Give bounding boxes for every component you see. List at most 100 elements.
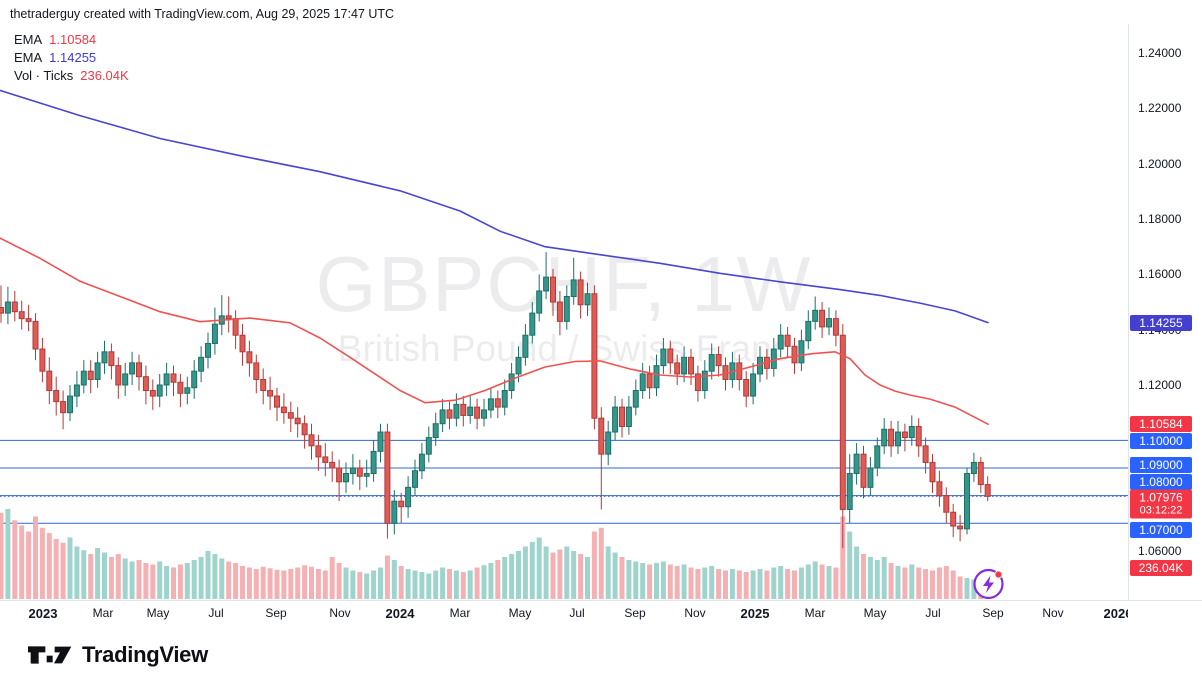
candle-body [246, 351, 253, 364]
candle-body [908, 425, 915, 439]
volume-bar [557, 549, 563, 599]
candle-body [895, 431, 901, 447]
spark-button[interactable] [972, 567, 1006, 601]
tradingview-logo[interactable]: TradingView [28, 642, 208, 668]
candle-body [191, 370, 198, 389]
candle-body [267, 390, 274, 397]
tradingview-logo-icon [28, 646, 72, 664]
volume-bar [778, 566, 784, 599]
volume-bar [867, 557, 873, 599]
candle-body [770, 348, 777, 369]
candle-body [522, 334, 529, 358]
candle-body [936, 481, 943, 497]
volume-bar [909, 564, 915, 599]
tradingview-logo-text: TradingView [82, 642, 208, 667]
candle-body [87, 370, 94, 380]
volume-bar [350, 570, 356, 599]
time-tick-label: 2026 [1103, 606, 1128, 621]
candle-body [377, 431, 384, 452]
volume-bar [957, 576, 963, 599]
candle-body [943, 495, 950, 513]
volume-bar [771, 567, 777, 599]
candle-body [301, 423, 308, 436]
candle-body [950, 511, 957, 527]
volume-bar [67, 537, 73, 599]
time-axis[interactable]: 2023 Mar May Jul Sep Nov 2024 Mar May Jul Sep Nov 20… [0, 600, 1128, 630]
candle-body [280, 406, 287, 414]
volume-bar [826, 566, 832, 599]
time-tick-label: Nov [1042, 606, 1064, 620]
volume-bar [792, 570, 797, 599]
volume-bar [674, 566, 680, 599]
candle-body [343, 473, 349, 483]
candle-body [750, 373, 757, 397]
hline-price-label: 1.10000 [1130, 433, 1192, 449]
time-tick-label: Mar [449, 606, 471, 620]
candle-body [839, 334, 846, 510]
ema-fast-price-label: 1.10584 [1130, 416, 1192, 432]
volume-bar [357, 572, 363, 599]
candle-body [867, 467, 874, 488]
candle-body [136, 362, 142, 378]
candle-body [467, 406, 474, 416]
notification-dot-icon [994, 570, 1003, 579]
volume-bar [936, 567, 942, 599]
candle-body [508, 373, 515, 392]
candle-body [536, 290, 543, 314]
time-tick-label: May [146, 606, 170, 620]
time-tick-label: Jul [925, 606, 941, 620]
candle-body [294, 417, 301, 425]
candle-body [60, 401, 67, 414]
volume-bar [660, 561, 666, 599]
volume-bar [950, 570, 956, 599]
candle-body [211, 323, 218, 345]
volume-bar [543, 546, 549, 599]
volume-bar [315, 569, 321, 599]
volume-bar [702, 567, 708, 599]
volume-bar [102, 552, 107, 599]
legend-row-volume[interactable]: Vol · Ticks 236.04K [14, 67, 129, 85]
price-tick-label: 1.18000 [1138, 212, 1182, 226]
candle-body [398, 500, 405, 508]
legend-row-ema-slow[interactable]: EMA 1.14255 [14, 49, 129, 67]
candle-body [32, 320, 39, 350]
candle-body [653, 365, 660, 389]
volume-bar [647, 564, 653, 599]
volume-bar [943, 566, 949, 599]
candle-body [184, 387, 191, 394]
volume-bar [246, 567, 252, 599]
price-axis[interactable]: 1.240001.220001.200001.180001.160001.140… [1128, 24, 1202, 600]
candle-body [846, 473, 853, 510]
candle-body [18, 311, 25, 320]
volume-bar [309, 566, 314, 599]
volume-bar [847, 531, 853, 599]
candle-body [156, 384, 163, 397]
volume-bar [916, 567, 922, 599]
volume-bar [219, 558, 225, 599]
candle-body [481, 409, 487, 419]
volume-bar [412, 570, 418, 599]
volume-bar [371, 570, 377, 599]
price-tick-label: 1.24000 [1138, 46, 1182, 60]
candle-body [605, 431, 612, 455]
legend-indicator-name: EMA [14, 32, 43, 47]
volume-bar [612, 552, 618, 599]
volume-bar [971, 579, 977, 599]
candle-body [487, 398, 494, 411]
volume-bar [550, 552, 556, 599]
volume-bar [716, 569, 722, 599]
time-tick-label: Sep [265, 606, 287, 620]
current-price-label: 1.07976 03:12:22 [1130, 489, 1192, 519]
candle-body [225, 315, 232, 320]
candle-body [425, 437, 432, 455]
volume-bar [343, 567, 349, 599]
candle-body [253, 362, 260, 380]
volume-bar [205, 551, 211, 599]
candle-body [46, 370, 53, 392]
candle-body [0, 307, 4, 314]
legend-indicator-name: Vol · Ticks [14, 68, 74, 83]
volume-bar [329, 557, 335, 599]
legend-row-ema-fast[interactable]: EMA 1.10584 [14, 31, 129, 49]
volume-bar [60, 542, 66, 599]
